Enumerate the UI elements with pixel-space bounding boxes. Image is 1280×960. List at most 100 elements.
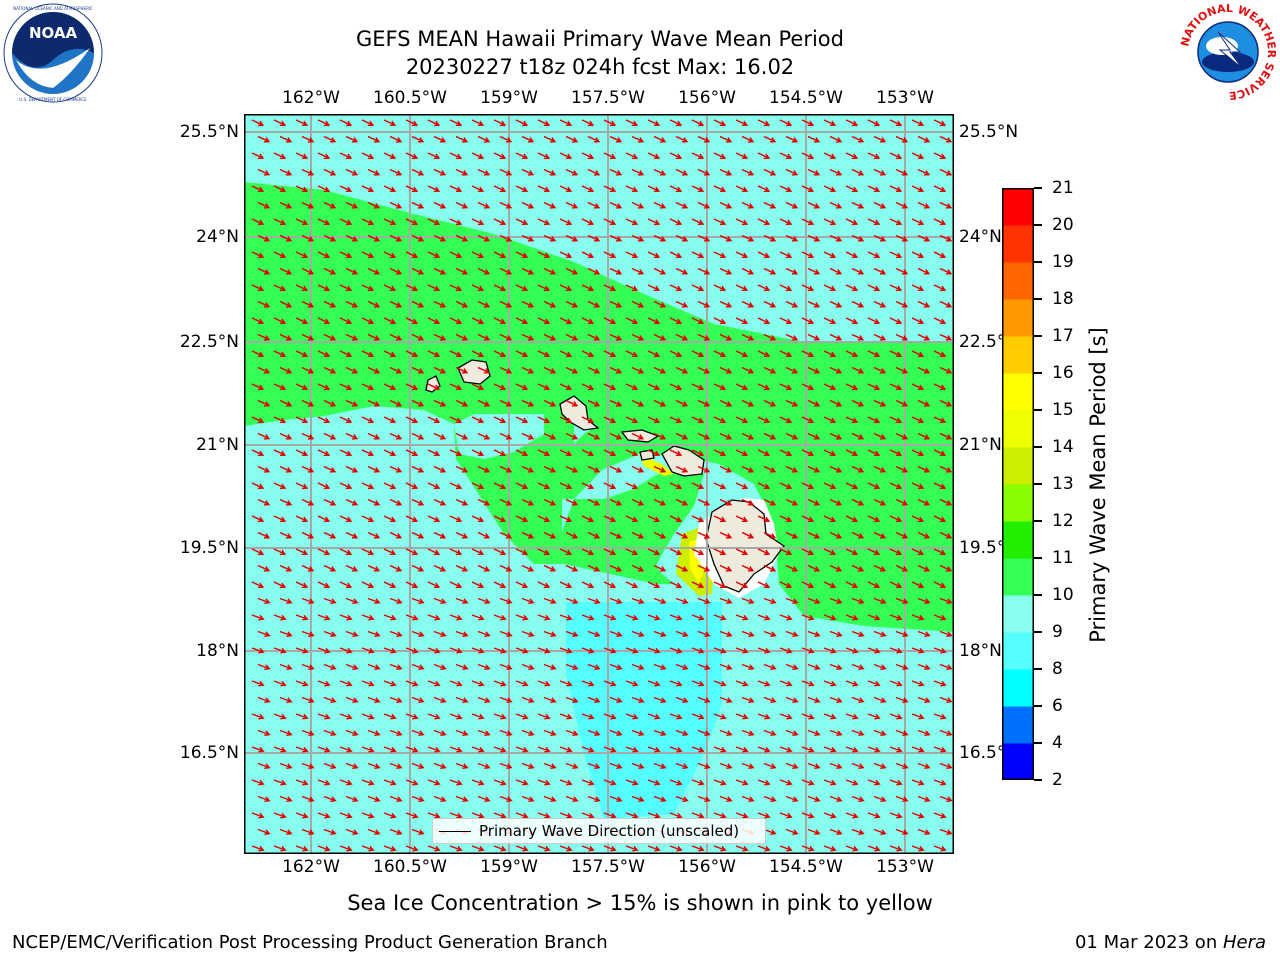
wave-direction-arrow (647, 812, 661, 819)
wave-direction-arrow (339, 482, 353, 490)
wave-direction-arrow (405, 251, 419, 259)
wave-direction-arrow (603, 251, 617, 259)
wave-direction-arrow (411, 630, 425, 638)
svg-text:U.S. DEPARTMENT OF COMMERCE: U.S. DEPARTMENT OF COMMERCE (19, 97, 87, 102)
wave-direction-arrow (741, 465, 755, 473)
wave-direction-arrow (543, 135, 557, 143)
wave-direction-arrow (427, 152, 441, 160)
wave-direction-arrow (389, 795, 403, 803)
wave-direction-arrow (345, 399, 359, 407)
wave-direction-arrow (779, 581, 793, 589)
wave-direction-arrow (361, 845, 375, 852)
wave-direction-arrow (361, 647, 375, 654)
wave-direction-arrow (471, 548, 485, 556)
wave-direction-arrow (719, 399, 733, 407)
wave-direction-arrow (257, 696, 271, 704)
wave-direction-arrow (389, 531, 403, 539)
wave-direction-arrow (653, 234, 667, 242)
wave-direction-arrow (471, 713, 485, 720)
wave-direction-arrow (631, 300, 645, 308)
wave-direction-arrow (493, 482, 507, 490)
wave-direction-arrow (889, 152, 903, 160)
wave-direction-arrow (911, 185, 925, 193)
wave-direction-arrow (829, 795, 843, 803)
wave-direction-arrow (669, 713, 683, 720)
wave-direction-arrow (273, 713, 287, 720)
lon-label-top: 154.5°W (769, 88, 843, 108)
period-10-11-region (244, 182, 954, 632)
wave-direction-arrow (537, 779, 551, 786)
wave-direction-arrow (801, 548, 815, 556)
wave-direction-arrow (587, 531, 601, 539)
wave-direction-arrow (273, 416, 287, 424)
wave-direction-arrow (779, 548, 793, 556)
wave-direction-arrow (735, 119, 749, 127)
wave-direction-arrow (895, 399, 909, 407)
wave-direction-arrow (933, 647, 947, 654)
wave-direction-arrow (587, 300, 601, 308)
wave-direction-arrow (889, 746, 903, 753)
wave-direction-arrow (455, 333, 469, 341)
wave-direction-arrow (697, 135, 711, 143)
wave-direction-arrow (411, 366, 425, 374)
wave-direction-arrow (565, 234, 579, 242)
chart-subtitle-forecast: 20230227 t18z 024h fcst Max: 16.02 (405, 55, 795, 79)
wave-direction-arrow (807, 333, 821, 341)
wave-direction-arrow (829, 729, 843, 737)
wave-direction-arrow (521, 201, 535, 209)
wave-direction-arrow (807, 465, 821, 473)
wave-direction-arrow (543, 366, 557, 374)
wave-direction-arrow (911, 845, 925, 852)
wave-direction-arrows (251, 119, 953, 852)
colorbar-tick-label: 21 (1052, 178, 1074, 198)
wave-direction-arrow (301, 234, 315, 242)
wave-direction-arrow (273, 548, 287, 556)
wave-direction-arrow (735, 779, 749, 786)
wave-direction-arrow (521, 135, 535, 143)
wave-direction-arrow (867, 746, 881, 753)
wave-direction-arrow (257, 168, 271, 176)
wave-direction-arrow (801, 152, 815, 160)
wave-direction-arrow (587, 498, 601, 506)
wave-direction-arrow (449, 119, 463, 127)
wave-direction-arrow (317, 845, 331, 852)
wave-direction-arrow (323, 465, 337, 473)
wave-direction-arrow (565, 762, 579, 770)
wave-direction-arrow (845, 746, 859, 753)
wave-direction-arrow (631, 168, 645, 176)
wave-direction-arrow (801, 383, 815, 391)
wave-direction-arrow (895, 531, 909, 539)
wave-direction-arrow (829, 366, 843, 374)
period-9-10-channel (454, 414, 544, 459)
wave-direction-arrow (807, 366, 821, 374)
wave-direction-arrow (609, 795, 623, 803)
wave-direction-arrow (719, 663, 733, 671)
wave-direction-arrow (411, 465, 425, 473)
colorbar-swatch (1002, 336, 1034, 374)
wave-direction-arrow (675, 234, 689, 242)
wave-direction-arrow (301, 531, 315, 539)
wave-direction-arrow (697, 300, 711, 308)
wave-direction-arrow (537, 251, 551, 259)
wave-direction-arrow (785, 366, 799, 374)
wave-direction-arrow (713, 449, 727, 457)
wave-direction-arrow (301, 399, 315, 407)
wave-direction-arrow (653, 498, 667, 506)
wave-direction-arrow (449, 812, 463, 819)
wave-direction-arrow (339, 317, 353, 325)
wave-direction-arrow (361, 350, 375, 358)
wave-direction-arrow (851, 729, 865, 737)
wave-direction-arrow (785, 663, 799, 671)
wave-direction-arrow (845, 449, 859, 457)
wave-direction-arrow (697, 333, 711, 341)
colorbar-tick-label: 13 (1052, 474, 1074, 494)
wave-direction-arrow (735, 350, 749, 358)
wave-direction-arrow (691, 515, 705, 523)
lat-label-right: 21°N (959, 435, 1002, 455)
wave-direction-arrow (647, 251, 661, 259)
wave-direction-arrow (867, 548, 881, 556)
wave-direction-arrow (477, 564, 491, 572)
wave-direction-arrow (873, 498, 887, 506)
wave-direction-arrow (757, 581, 771, 589)
wave-direction-arrow (367, 630, 381, 638)
